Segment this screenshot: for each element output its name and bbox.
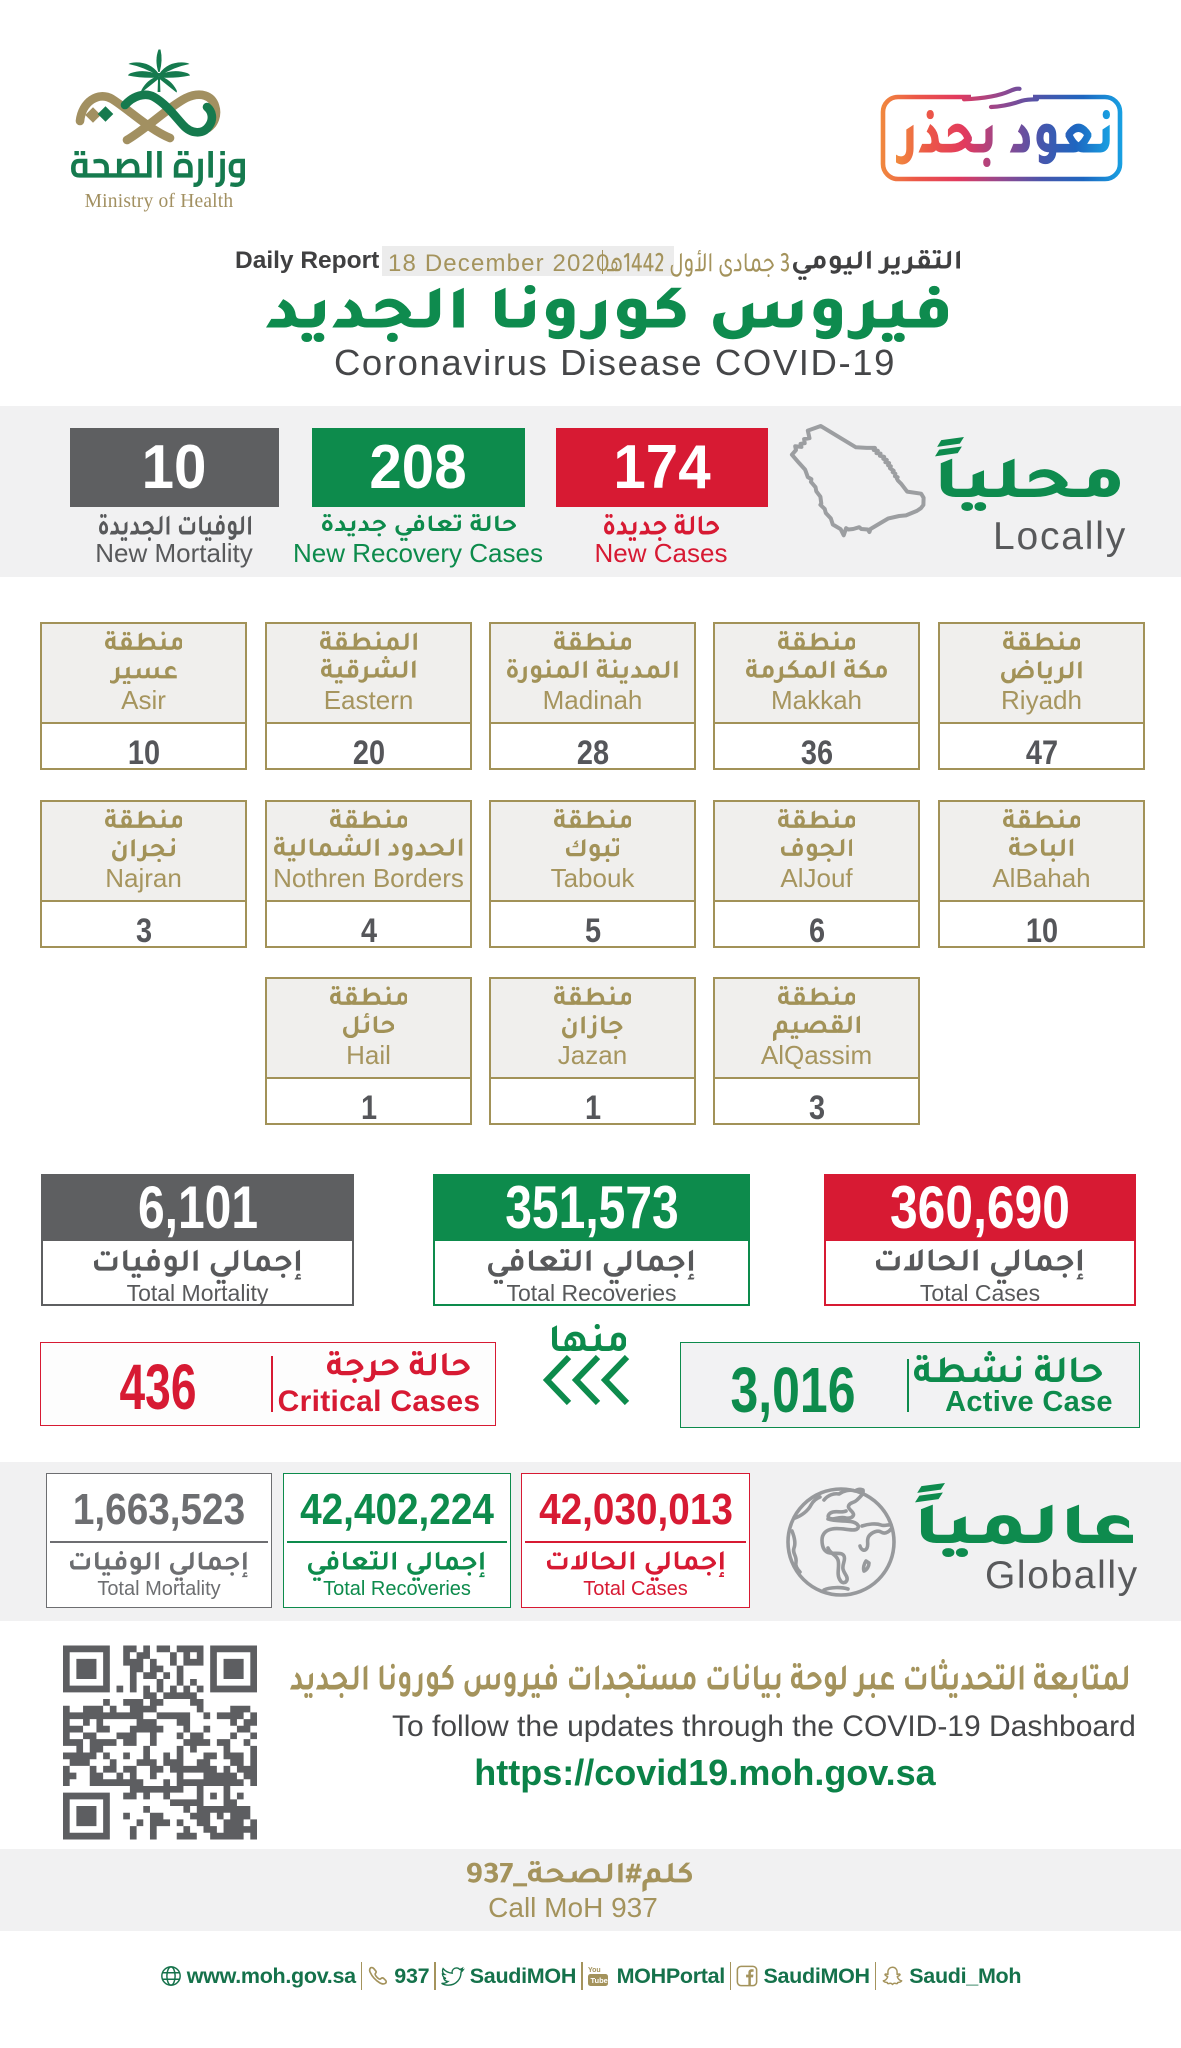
svg-text:Tube: Tube [590,1976,607,1985]
svg-text:You: You [588,1967,601,1974]
